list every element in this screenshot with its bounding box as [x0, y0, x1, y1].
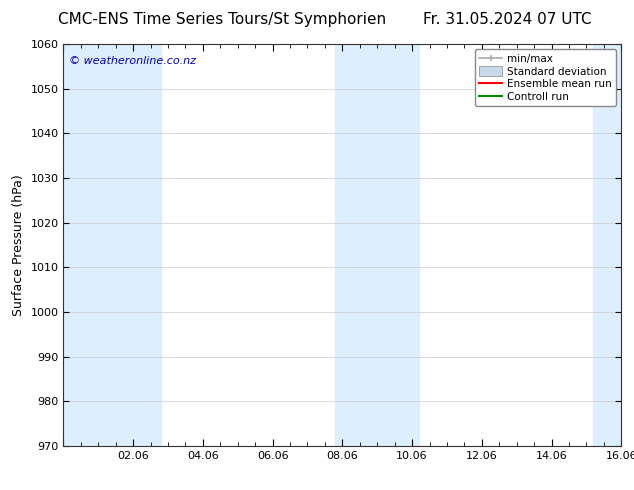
Bar: [593, 44, 621, 446]
Bar: [335, 44, 419, 446]
Text: CMC-ENS Time Series Tours/St Symphorien: CMC-ENS Time Series Tours/St Symphorien: [58, 12, 386, 27]
Y-axis label: Surface Pressure (hPa): Surface Pressure (hPa): [12, 174, 25, 316]
Legend: min/max, Standard deviation, Ensemble mean run, Controll run: min/max, Standard deviation, Ensemble me…: [475, 49, 616, 106]
Text: © weatheronline.co.nz: © weatheronline.co.nz: [69, 56, 196, 66]
Text: Fr. 31.05.2024 07 UTC: Fr. 31.05.2024 07 UTC: [423, 12, 592, 27]
Bar: [63, 44, 161, 446]
